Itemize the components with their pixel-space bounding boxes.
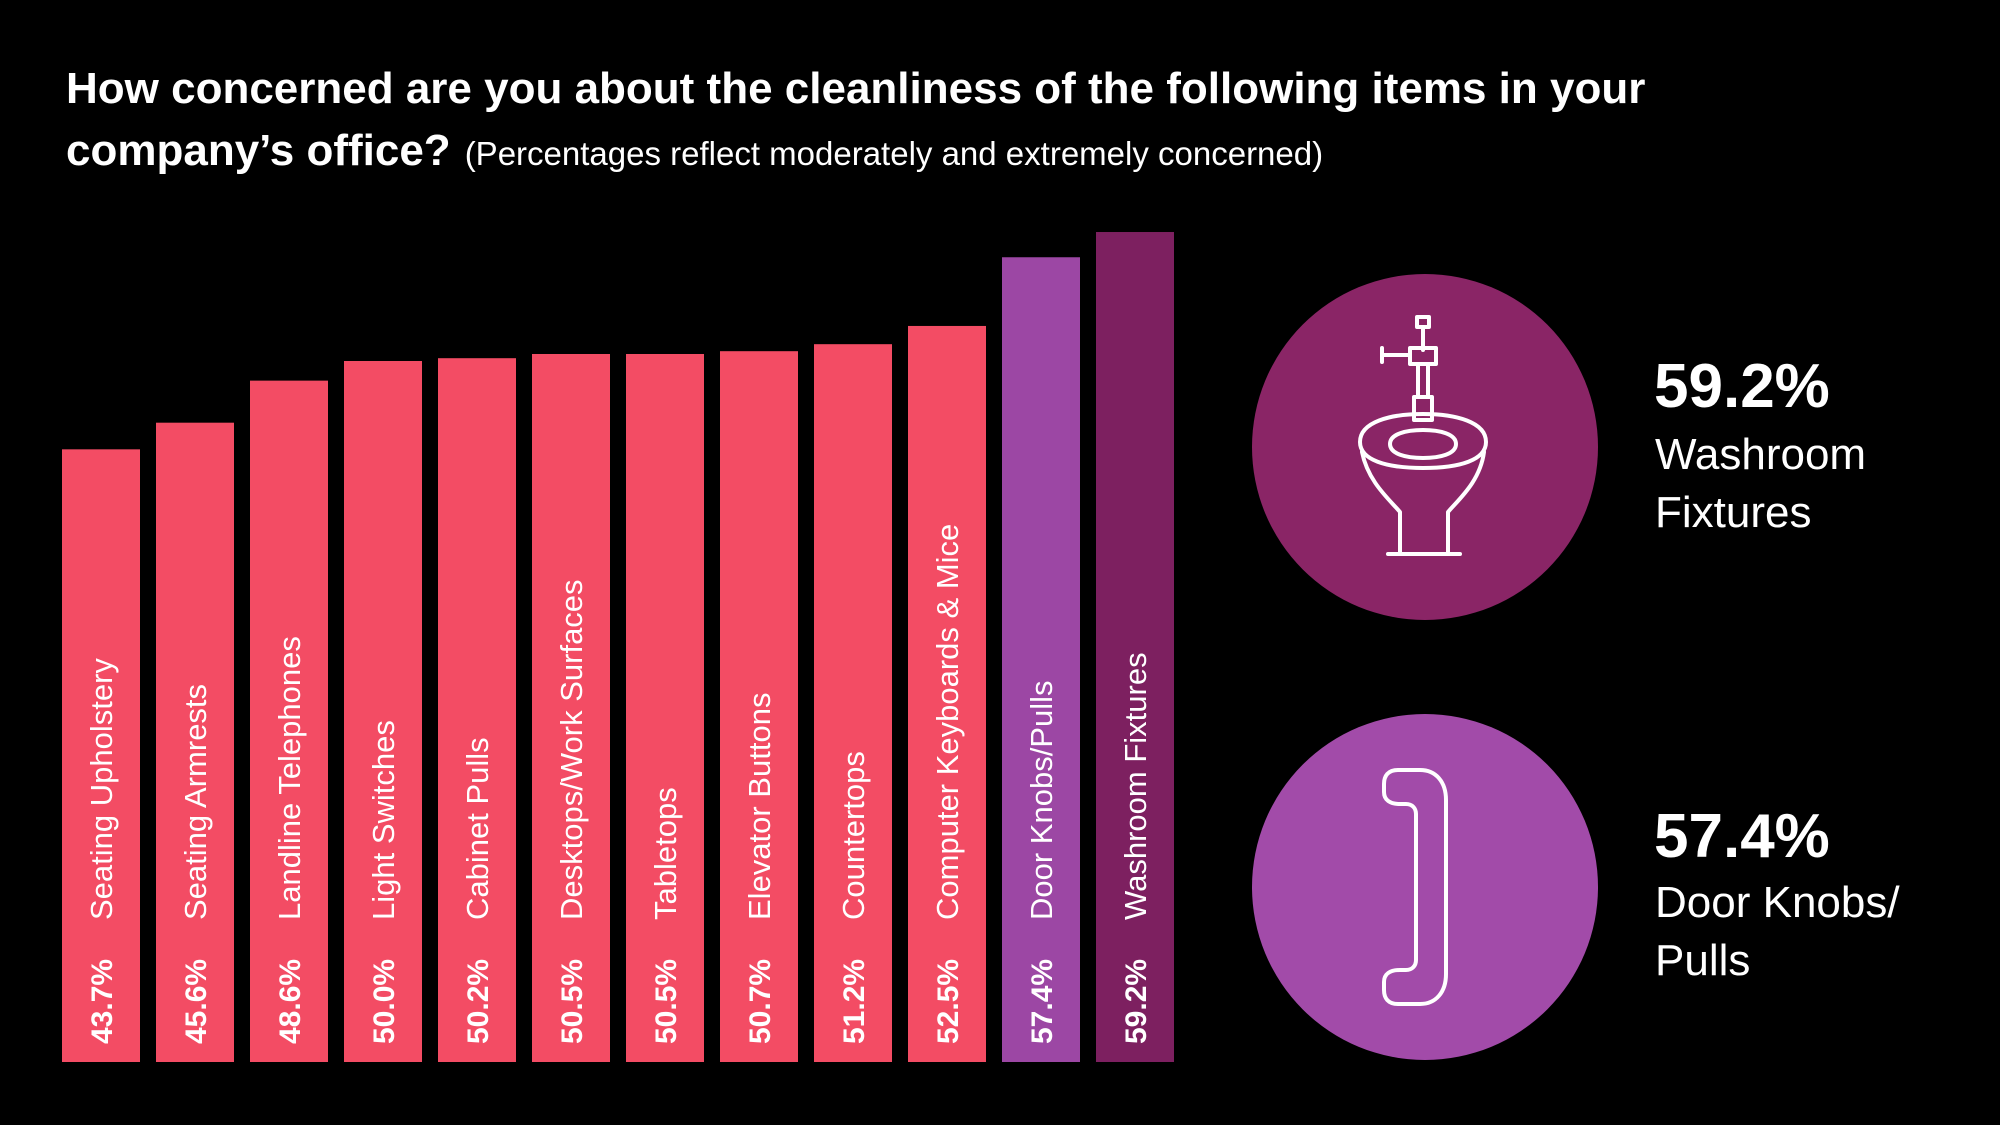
bar-category-label: Washroom Fixtures [1118, 652, 1153, 920]
bar-value-label: 50.5% [650, 959, 683, 1044]
bar-value-label: 57.4% [1026, 959, 1059, 1044]
bar-value-label: 50.2% [462, 959, 495, 1044]
title-text: How concerned are you about the cleanlin… [66, 64, 1646, 175]
bar-category-label: Seating Upholstery [84, 658, 119, 920]
bar-category-label: Computer Keyboards & Mice [930, 524, 965, 920]
bar [814, 344, 892, 1062]
washroom-callout-label: Washroom Fixtures [1655, 430, 1867, 537]
door-circle [1252, 714, 1598, 1060]
washroom-callout-circle [1252, 274, 1598, 620]
door-callout-circle [1252, 714, 1598, 1060]
bar-value-label: 59.2% [1120, 959, 1153, 1044]
bar [344, 361, 422, 1062]
bar [62, 449, 140, 1062]
bar [156, 422, 234, 1062]
bar [438, 358, 516, 1062]
bar [626, 353, 704, 1062]
chart-title: How concerned are you about the cleanlin… [66, 58, 1766, 185]
door-callout-value: 57.4% [1654, 802, 1830, 871]
bar [908, 325, 986, 1062]
bar-category-label: Seating Armrests [178, 684, 213, 920]
bar [720, 351, 798, 1062]
door-pull-icon [1382, 768, 1448, 1006]
bar-category-label: Desktops/Work Surfaces [554, 579, 589, 920]
bar-value-label: 48.6% [274, 959, 307, 1044]
subtitle-text: (Percentages reflect moderately and extr… [464, 135, 1324, 172]
bar-value-label: 52.5% [932, 959, 965, 1044]
bar-category-label: Landline Telephones [272, 636, 307, 920]
bar-value-label: 50.0% [368, 959, 401, 1044]
bar [1096, 232, 1174, 1063]
bar-value-label: 50.5% [556, 959, 589, 1044]
bar-value-label: 43.7% [86, 959, 119, 1044]
bar-value-label: 50.7% [744, 959, 777, 1044]
bar-category-label: Countertops [836, 751, 871, 920]
bar-category-label: Cabinet Pulls [460, 737, 495, 920]
washroom-circle [1252, 274, 1598, 620]
bar-value-label: 51.2% [838, 959, 871, 1044]
bar-category-label: Door Knobs/Pulls [1024, 680, 1059, 920]
toilet-icon [1358, 315, 1488, 556]
bar-category-label: Tabletops [648, 787, 683, 920]
washroom-callout-value: 59.2% [1654, 352, 1830, 421]
door-callout-label: Door Knobs/ Pulls [1655, 878, 1900, 985]
bar-category-label: Light Switches [366, 720, 401, 920]
bar [250, 380, 328, 1062]
bar-category-label: Elevator Buttons [742, 693, 777, 920]
bars-group: 43.7% Seating Upholstery 45.6% Seating Armr… [62, 232, 1174, 1063]
bar [532, 353, 610, 1062]
bar [1002, 257, 1080, 1062]
bar-value-label: 45.6% [180, 959, 213, 1044]
